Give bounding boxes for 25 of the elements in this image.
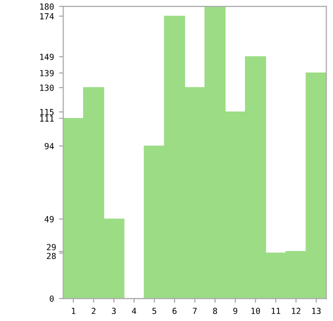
x-tick-label: 7 [192,308,197,314]
x-tick-label: 6 [172,308,177,314]
y-tick-label: 28 [46,252,56,260]
y-tick-label: 49 [44,216,54,222]
y-tick-label: 180 [40,3,54,10]
y-tick-label: 94 [44,142,54,150]
x-tick-label: 3 [112,308,116,314]
x-tick-label: 5 [152,308,156,314]
x-tick-label: 11 [272,308,280,314]
y-tick-label: 149 [40,54,54,60]
x-tick-label: 4 [132,308,136,314]
x-tick-label: 2 [92,308,96,314]
x-tick-label: 12 [292,308,300,314]
x-tick-label: 10 [252,308,260,314]
x-tick-label: 9 [233,308,238,314]
x-tick-label: 13 [312,308,321,314]
y-tick-label: 174 [40,13,54,20]
y-tick-label: 111 [40,116,54,122]
y-tick-label: 130 [40,84,54,91]
y-tick-label: 115 [40,109,54,116]
y-tick-label: 0 [50,296,54,302]
x-tick-label: 8 [213,308,218,314]
x-tick-label: 1 [72,308,76,314]
y-tick-label: 139 [40,70,54,76]
y-tick-label: 29 [46,244,56,250]
